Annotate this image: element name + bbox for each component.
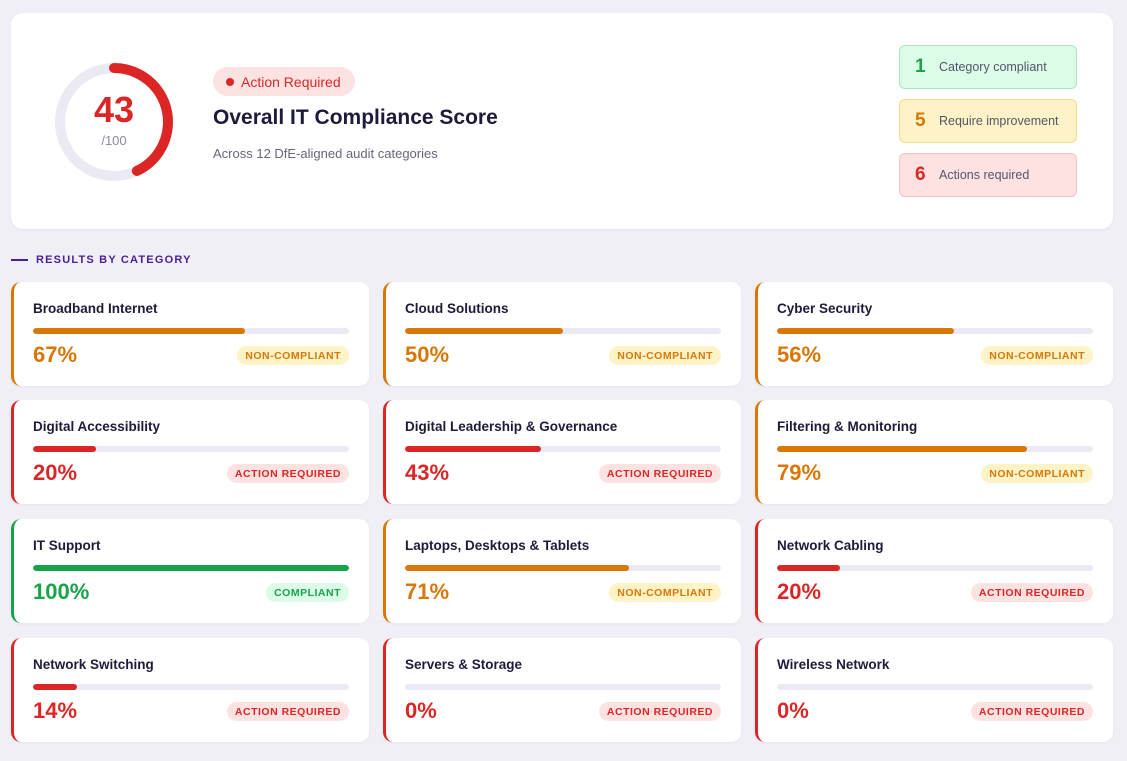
- category-name: Broadband Internet: [33, 301, 158, 316]
- progress-track: [777, 565, 1093, 571]
- category-card[interactable]: Filtering & Monitoring 79% NON-COMPLIANT: [755, 400, 1113, 504]
- category-name: Digital Leadership & Governance: [405, 419, 618, 434]
- category-percent: 67%: [33, 342, 78, 367]
- section-title: RESULTS BY CATEGORY: [36, 254, 192, 266]
- category-name: Wireless Network: [777, 657, 890, 672]
- status-badge: ACTION REQUIRED: [598, 464, 721, 483]
- category-card[interactable]: IT Support 100% COMPLIANT: [11, 519, 369, 623]
- progress-fill: [33, 446, 97, 452]
- score-max: /100: [101, 133, 127, 148]
- progress-track: [405, 684, 721, 690]
- status-badge: ACTION REQUIRED: [970, 702, 1093, 721]
- progress-fill: [405, 446, 541, 452]
- category-name: Network Cabling: [777, 538, 884, 553]
- status-badge: NON-COMPLIANT: [981, 464, 1093, 483]
- category-percent: 0%: [405, 698, 437, 723]
- status-badge: NON-COMPLIANT: [609, 583, 721, 602]
- category-card[interactable]: Digital Leadership & Governance 43% ACTION…: [383, 400, 741, 504]
- status-badge: COMPLIANT: [266, 583, 349, 602]
- status-badge: ACTION REQUIRED: [226, 464, 349, 483]
- category-name: Network Switching: [33, 657, 154, 672]
- category-percent: 79%: [777, 460, 822, 485]
- stat-count: 6: [915, 164, 926, 185]
- category-percent: 0%: [777, 698, 809, 723]
- category-name: Cyber Security: [777, 301, 873, 316]
- category-name: Servers & Storage: [405, 657, 523, 672]
- progress-track: [405, 446, 721, 452]
- stat-count: 5: [915, 110, 926, 131]
- category-percent: 20%: [33, 460, 78, 485]
- page-subtitle: Across 12 DfE-aligned audit categories: [213, 146, 438, 161]
- stat-count: 1: [915, 56, 926, 77]
- category-name: Filtering & Monitoring: [777, 419, 918, 434]
- category-card[interactable]: Network Cabling 20% ACTION REQUIRED: [755, 519, 1113, 623]
- status-label: Action Required: [241, 73, 341, 90]
- category-card[interactable]: Cyber Security 56% NON-COMPLIANT: [755, 282, 1113, 386]
- status-badge: NON-COMPLIANT: [609, 346, 721, 365]
- progress-track: [777, 446, 1093, 452]
- status-badge: ACTION REQUIRED: [226, 702, 349, 721]
- category-percent: 14%: [33, 698, 78, 723]
- progress-track: [405, 328, 721, 334]
- status-badge: NON-COMPLIANT: [237, 346, 349, 365]
- category-card[interactable]: Broadband Internet 67% NON-COMPLIANT: [11, 282, 369, 386]
- category-name: IT Support: [33, 538, 101, 553]
- category-card[interactable]: Cloud Solutions 50% NON-COMPLIANT: [383, 282, 741, 386]
- category-name: Cloud Solutions: [405, 301, 509, 316]
- category-card[interactable]: Network Switching 14% ACTION REQUIRED: [11, 638, 369, 742]
- status-badge: ACTION REQUIRED: [598, 702, 721, 721]
- page-title: Overall IT Compliance Score: [213, 106, 498, 129]
- progress-fill: [777, 565, 841, 571]
- progress-track: [33, 565, 349, 571]
- category-card[interactable]: Servers & Storage 0% ACTION REQUIRED: [383, 638, 741, 742]
- stat-label: Category compliant: [939, 60, 1047, 74]
- category-percent: 56%: [777, 342, 822, 367]
- section-accent-line: [11, 259, 28, 261]
- stat-compliant: 1 Category compliant: [899, 45, 1077, 89]
- stat-label: Require improvement: [939, 114, 1059, 128]
- category-percent: 71%: [405, 579, 450, 604]
- status-badge: Action Required: [213, 67, 355, 96]
- progress-fill: [405, 565, 630, 571]
- section-header: RESULTS BY CATEGORY: [11, 254, 192, 266]
- score-gauge-ring: [55, 63, 173, 181]
- stat-actions: 6 Actions required: [899, 153, 1077, 197]
- status-badge: ACTION REQUIRED: [970, 583, 1093, 602]
- progress-fill: [33, 328, 245, 334]
- category-card[interactable]: Laptops, Desktops & Tablets 71% NON-COMPLI…: [383, 519, 741, 623]
- progress-fill: [777, 446, 1027, 452]
- status-badge: NON-COMPLIANT: [981, 346, 1093, 365]
- stat-label: Actions required: [939, 168, 1030, 182]
- progress-track: [777, 328, 1093, 334]
- category-percent: 100%: [33, 579, 90, 604]
- category-card[interactable]: Digital Accessibility 20% ACTION REQUIRED: [11, 400, 369, 504]
- gauge-arc: [55, 63, 173, 181]
- progress-track: [777, 684, 1093, 690]
- category-percent: 43%: [405, 460, 450, 485]
- category-percent: 50%: [405, 342, 450, 367]
- progress-fill: [405, 328, 563, 334]
- score-gauge: 43 /100: [54, 62, 174, 182]
- progress-fill: [33, 684, 78, 690]
- category-name: Laptops, Desktops & Tablets: [405, 538, 590, 553]
- progress-track: [33, 446, 349, 452]
- progress-track: [33, 684, 349, 690]
- stat-improvement: 5 Require improvement: [899, 99, 1077, 143]
- progress-track: [33, 328, 349, 334]
- category-name: Digital Accessibility: [33, 419, 161, 434]
- category-card[interactable]: Wireless Network 0% ACTION REQUIRED: [755, 638, 1113, 742]
- progress-track: [405, 565, 721, 571]
- category-grid: Broadband Internet 67% NON-COMPLIANT Cloud …: [11, 282, 1113, 744]
- progress-fill: [33, 565, 349, 571]
- category-percent: 20%: [777, 579, 822, 604]
- progress-fill: [777, 328, 954, 334]
- compliance-summary-card: 43 /100 Action Required Overall IT Compl…: [11, 13, 1113, 229]
- score-value: 43: [93, 89, 135, 130]
- status-dot-icon: [226, 77, 234, 86]
